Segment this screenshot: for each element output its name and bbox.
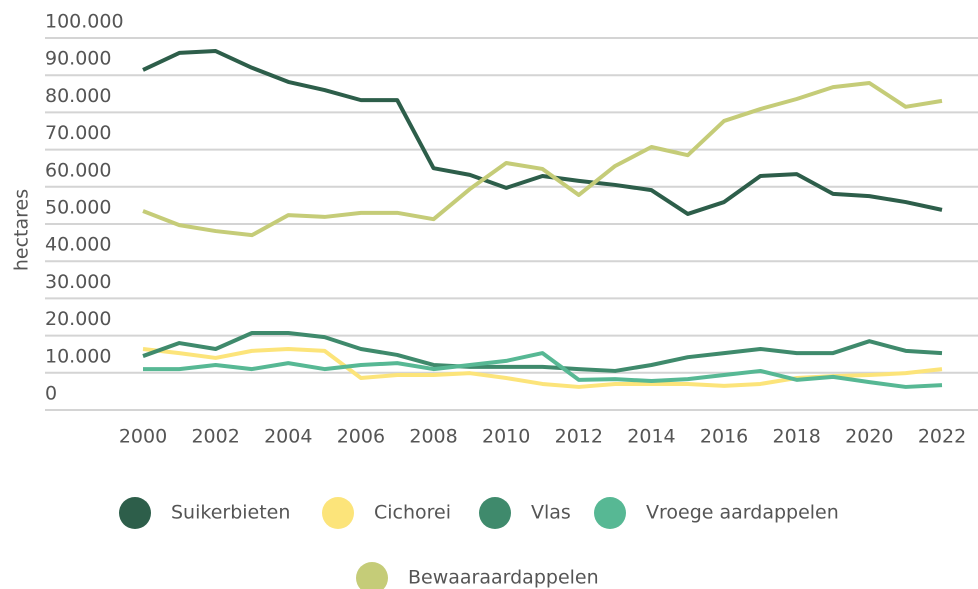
x-tick-label: 2002 xyxy=(191,426,239,448)
x-tick-label: 2012 xyxy=(555,426,603,448)
x-tick-label: 2006 xyxy=(337,426,385,448)
series-line xyxy=(142,81,943,238)
legend-swatch xyxy=(322,497,354,529)
legend-label: Bewaaraardappelen xyxy=(408,567,599,589)
y-tick-label: 10.000 xyxy=(45,345,111,367)
x-tick-label: 2008 xyxy=(409,426,457,448)
x-tick-label: 2010 xyxy=(482,426,530,448)
legend-label: Suikerbieten xyxy=(171,502,290,524)
series-line xyxy=(142,49,943,216)
legend-label: Cichorei xyxy=(374,502,451,524)
series-line xyxy=(143,351,943,389)
y-tick-label: 40.000 xyxy=(45,234,111,256)
legend-label: Vroege aardappelen xyxy=(646,502,839,524)
y-tick-label: 60.000 xyxy=(45,159,111,181)
x-tick-label: 2004 xyxy=(264,426,312,448)
y-tick-label: 90.000 xyxy=(45,48,111,70)
y-tick-label: 50.000 xyxy=(45,197,111,219)
y-axis-label: hectares xyxy=(11,189,33,271)
legend-swatch xyxy=(119,497,151,529)
y-tick-label: 20.000 xyxy=(45,308,111,330)
x-tick-label: 2018 xyxy=(773,426,821,448)
legend-label: Vlas xyxy=(531,502,571,524)
y-tick-label: 0 xyxy=(45,383,57,405)
legend-swatch xyxy=(594,497,626,529)
x-tick-label: 2022 xyxy=(918,426,966,448)
x-tick-label: 2000 xyxy=(119,426,167,448)
legend-swatch xyxy=(356,562,388,589)
series-line xyxy=(142,330,943,373)
y-tick-label: 80.000 xyxy=(45,85,111,107)
x-tick-label: 2020 xyxy=(845,426,893,448)
x-tick-label: 2014 xyxy=(627,426,675,448)
x-tick-label: 2016 xyxy=(700,426,748,448)
y-tick-label: 30.000 xyxy=(45,271,111,293)
legend-swatch xyxy=(479,497,511,529)
y-tick-label: 100.000 xyxy=(45,11,124,33)
y-tick-label: 70.000 xyxy=(45,122,111,144)
